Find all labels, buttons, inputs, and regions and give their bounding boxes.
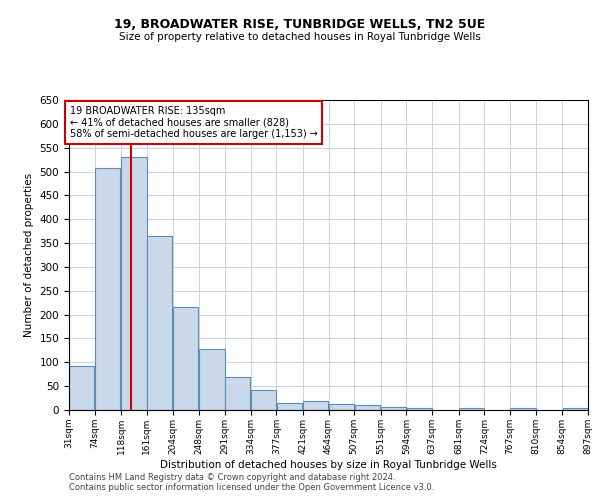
Text: Size of property relative to detached houses in Royal Tunbridge Wells: Size of property relative to detached ho…	[119, 32, 481, 42]
Bar	[147, 236, 172, 410]
Text: Contains public sector information licensed under the Open Government Licence v3: Contains public sector information licen…	[69, 482, 434, 492]
Bar	[563, 408, 588, 410]
Bar	[277, 403, 302, 410]
Text: Contains HM Land Registry data © Crown copyright and database right 2024.: Contains HM Land Registry data © Crown c…	[69, 472, 395, 482]
Bar	[95, 168, 120, 410]
Bar	[251, 390, 276, 410]
Bar	[69, 366, 94, 410]
Text: 19 BROADWATER RISE: 135sqm
← 41% of detached houses are smaller (828)
58% of sem: 19 BROADWATER RISE: 135sqm ← 41% of deta…	[70, 106, 317, 139]
Bar	[511, 408, 536, 410]
Y-axis label: Number of detached properties: Number of detached properties	[24, 173, 34, 337]
Bar	[199, 350, 224, 410]
Bar	[225, 376, 250, 410]
Bar	[329, 404, 354, 410]
X-axis label: Distribution of detached houses by size in Royal Tunbridge Wells: Distribution of detached houses by size …	[160, 460, 497, 469]
Bar	[381, 406, 406, 410]
Bar	[407, 408, 432, 410]
Bar	[173, 308, 198, 410]
Bar	[459, 408, 484, 410]
Text: 19, BROADWATER RISE, TUNBRIDGE WELLS, TN2 5UE: 19, BROADWATER RISE, TUNBRIDGE WELLS, TN…	[115, 18, 485, 30]
Bar	[355, 405, 380, 410]
Bar	[303, 401, 328, 410]
Bar	[121, 157, 146, 410]
